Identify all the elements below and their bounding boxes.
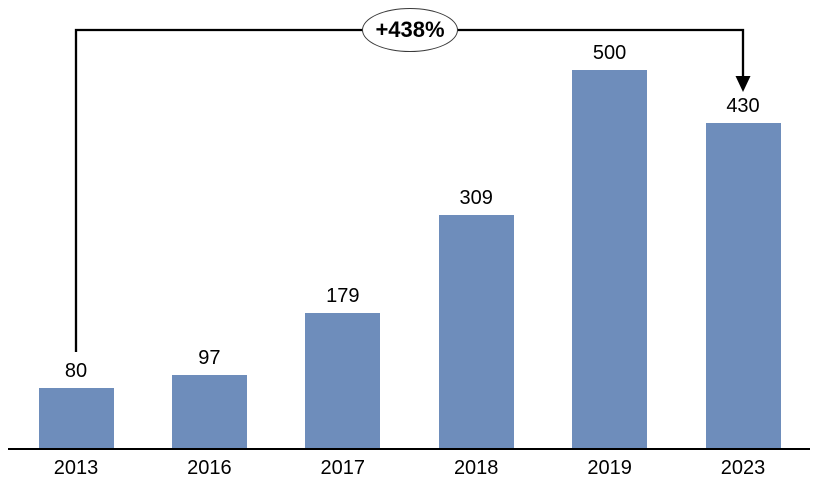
- bar: [38, 388, 114, 449]
- x-tick-label-2016: 2016: [187, 457, 232, 479]
- bar-column-2017: 179: [305, 285, 381, 449]
- bar-column-2023: 430: [705, 95, 781, 449]
- x-axis-line: [8, 448, 810, 450]
- value-label: 80: [64, 360, 88, 382]
- bar-column-2018: 309: [438, 187, 514, 449]
- x-tick-label-2013: 2013: [53, 457, 99, 479]
- value-label: 430: [726, 95, 760, 117]
- x-tick-label-2019: 2019: [587, 457, 632, 479]
- x-tick-label-2023: 2023: [720, 457, 766, 479]
- bar: [438, 215, 514, 449]
- value-label: 179: [326, 285, 360, 307]
- value-label: 97: [198, 347, 221, 369]
- bar: [705, 123, 781, 449]
- growth-annotation-badge: +438%: [362, 8, 458, 52]
- x-tick-label-2017: 2017: [320, 457, 366, 479]
- bar-column-2019: 500: [572, 42, 648, 449]
- bar: [171, 375, 247, 449]
- growth-annotation-label: +438%: [375, 17, 445, 42]
- bar-column-2013: 80: [38, 360, 114, 449]
- bar-column-2016: 97: [171, 347, 247, 449]
- x-tick-label-2018: 2018: [453, 457, 499, 479]
- bar: [305, 313, 381, 449]
- arrowhead-down-icon: [735, 76, 751, 92]
- value-label: 500: [592, 42, 627, 64]
- bar: [572, 70, 648, 449]
- value-label: 309: [459, 187, 493, 209]
